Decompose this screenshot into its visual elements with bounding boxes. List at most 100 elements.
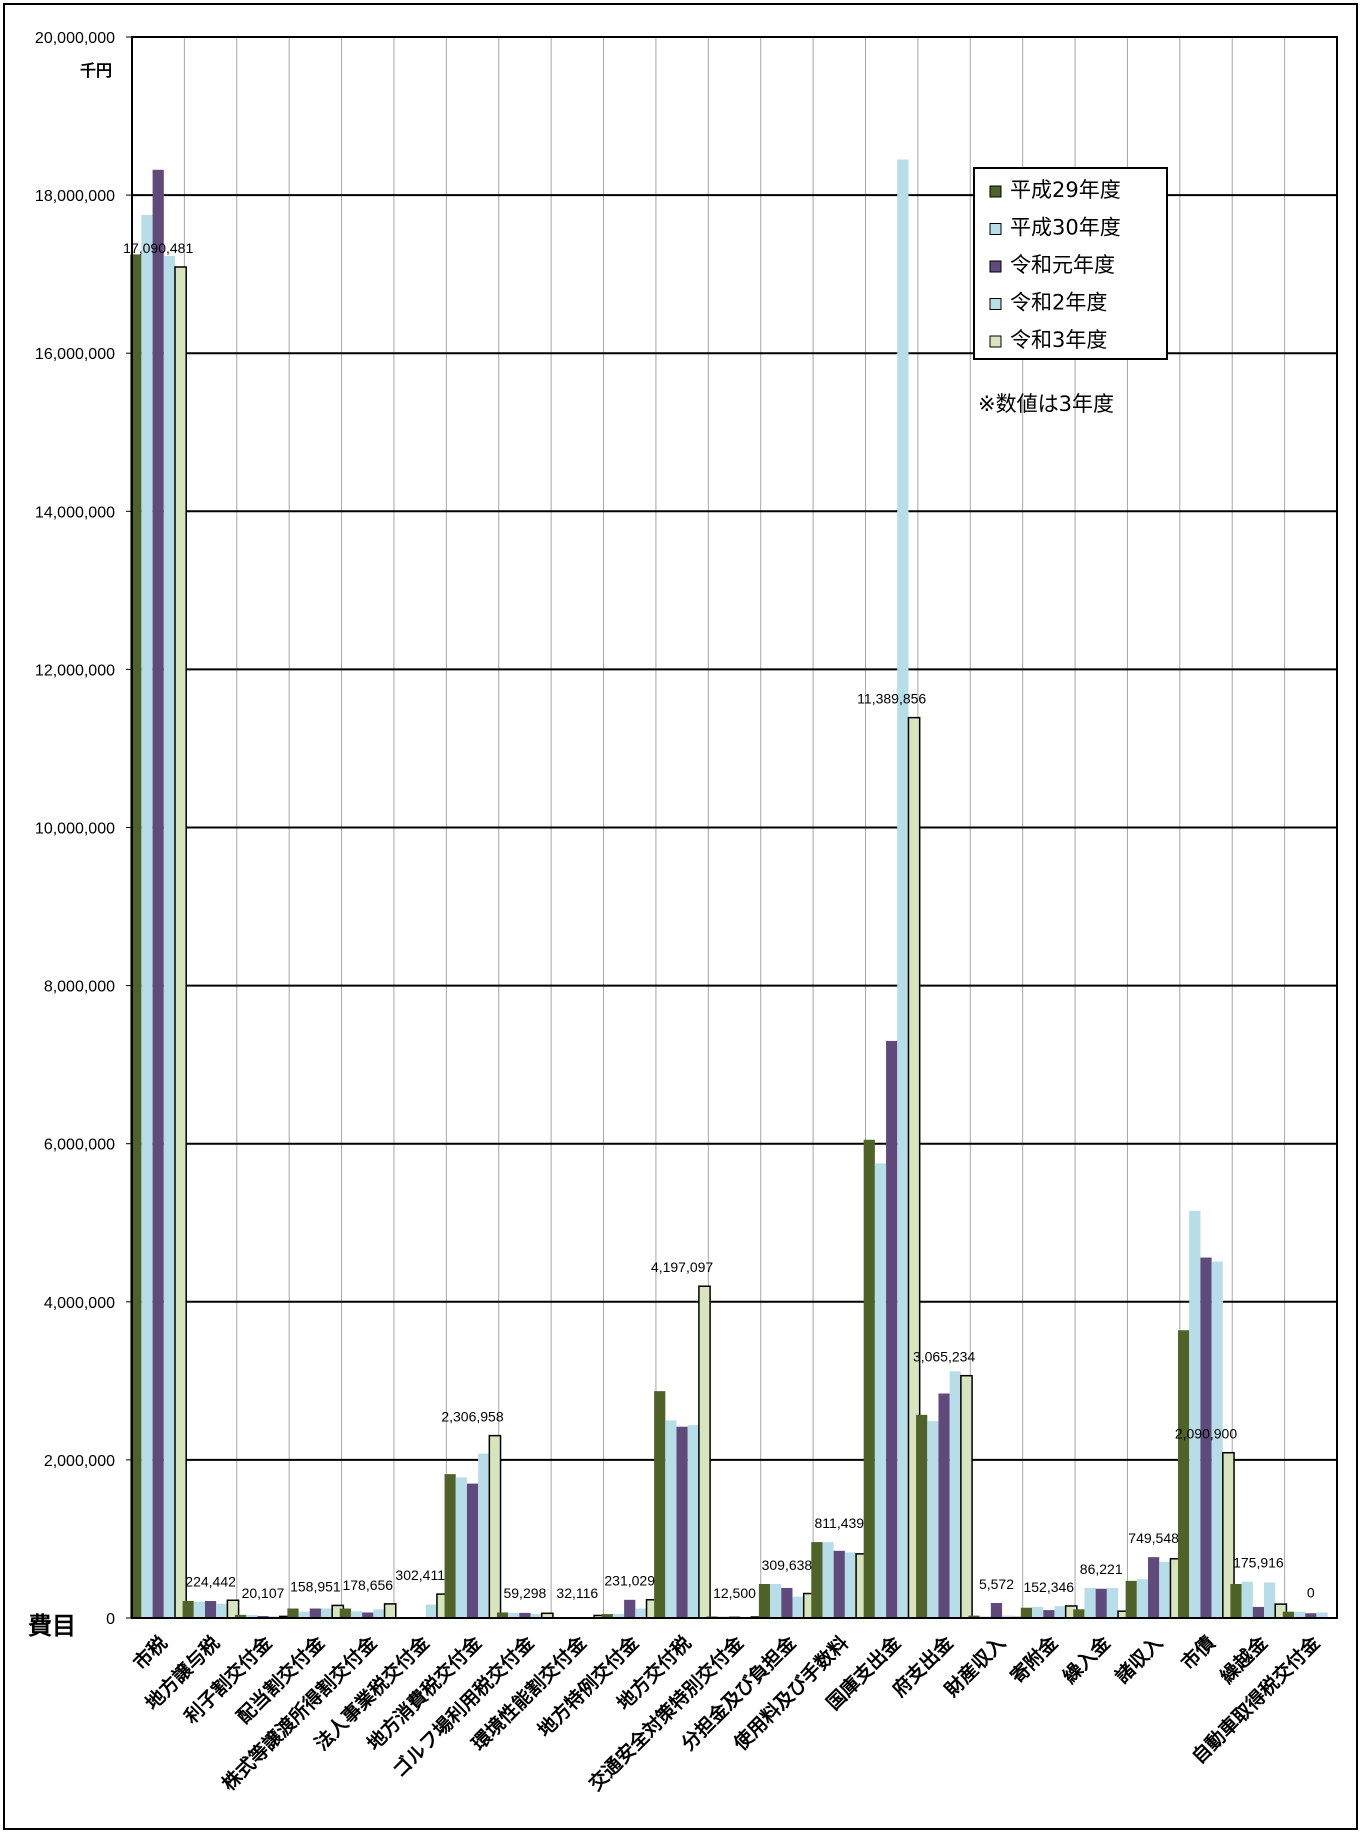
- data-label: 175,916: [1233, 1555, 1284, 1571]
- legend-label: 令和2年度: [1010, 291, 1107, 315]
- bar: [844, 1552, 857, 1618]
- legend-swatch: [989, 260, 1002, 273]
- data-labels: 17,090,481 224,442 20,107 158,951 178,656302…: [123, 240, 1315, 1601]
- data-label: 59,298: [503, 1585, 546, 1601]
- x-category-label: 市税: [129, 1631, 172, 1674]
- bar: [990, 1602, 1003, 1618]
- bar: [968, 1615, 980, 1618]
- data-label: 178,656: [342, 1577, 393, 1593]
- bar: [1200, 1257, 1212, 1618]
- bar: [478, 1453, 490, 1618]
- bar: [960, 1374, 973, 1619]
- bar: [758, 1584, 771, 1618]
- bar: [246, 1615, 258, 1618]
- bar: [1264, 1582, 1276, 1618]
- y-tick-label: 20,000,000: [35, 30, 115, 47]
- bar: [141, 214, 153, 1619]
- bar: [1316, 1612, 1328, 1618]
- data-label: 231,029: [604, 1573, 655, 1589]
- bar: [1125, 1580, 1137, 1618]
- bar: [949, 1371, 961, 1618]
- bar: [1136, 1579, 1149, 1618]
- bar: [916, 1414, 928, 1618]
- gridlines: [132, 36, 1337, 1619]
- bar: [455, 1477, 467, 1618]
- bar: [863, 1139, 875, 1618]
- data-label: 17,090,481: [123, 240, 193, 256]
- y-tick-label: 14,000,000: [35, 504, 115, 521]
- legend-label: 平成29年度: [1010, 178, 1121, 202]
- bar: [1095, 1588, 1107, 1618]
- bar: [1106, 1587, 1119, 1618]
- y-tick-label: 10,000,000: [35, 821, 115, 838]
- x-category-label: 市債: [1176, 1631, 1219, 1674]
- bar: [530, 1614, 542, 1618]
- bar: [1020, 1607, 1033, 1618]
- bar: [1189, 1210, 1201, 1618]
- bar: [152, 169, 164, 1618]
- data-label: 4,197,097: [651, 1259, 713, 1275]
- x-category-label: 寄附金: [1006, 1631, 1063, 1688]
- bar: [298, 1611, 310, 1618]
- bar: [654, 1391, 666, 1618]
- bar: [687, 1425, 699, 1618]
- data-label: 5,572: [979, 1576, 1014, 1592]
- data-label: 224,442: [185, 1573, 236, 1589]
- bar: [1002, 1615, 1014, 1618]
- bar: [665, 1420, 677, 1619]
- bar: [425, 1604, 437, 1618]
- bar: [897, 159, 909, 1618]
- bars: [130, 159, 1328, 1619]
- legend-label: 平成30年度: [1010, 216, 1121, 240]
- data-label: 0: [1307, 1585, 1315, 1601]
- bar: [204, 1601, 217, 1618]
- bar: [130, 254, 142, 1618]
- bar: [1178, 1330, 1190, 1618]
- data-label: 12,500: [713, 1585, 756, 1601]
- data-label: 11,389,856: [857, 691, 926, 707]
- bar: [635, 1608, 647, 1618]
- y-tick-label: 12,000,000: [35, 662, 115, 679]
- bar: [320, 1608, 333, 1618]
- data-label: 2,090,900: [1175, 1426, 1237, 1442]
- data-label: 811,439: [815, 1515, 865, 1531]
- bar: [1305, 1613, 1317, 1618]
- bar: [874, 1163, 887, 1618]
- bar: [508, 1612, 520, 1618]
- bar: [1054, 1606, 1066, 1618]
- data-label: 20,107: [242, 1585, 285, 1601]
- bar: [938, 1393, 950, 1618]
- bar: [383, 1603, 397, 1619]
- data-label: 2,306,958: [441, 1409, 503, 1425]
- x-category-label: 繰入金: [1058, 1631, 1115, 1688]
- bar: [373, 1609, 385, 1618]
- chart-frame: [3, 3, 1358, 1830]
- bar: [676, 1426, 688, 1618]
- bar: [1073, 1609, 1085, 1618]
- bar: [1084, 1587, 1096, 1618]
- bar: [1294, 1611, 1306, 1618]
- bar: [612, 1614, 625, 1618]
- bar: [1032, 1606, 1044, 1618]
- data-label: 302,411: [395, 1567, 445, 1583]
- legend-label: 令和3年度: [1010, 328, 1107, 352]
- bar: [833, 1550, 845, 1618]
- bar: [519, 1612, 531, 1618]
- bar: [287, 1608, 299, 1618]
- bar: [1211, 1261, 1223, 1618]
- bar: [466, 1483, 479, 1618]
- bar: [309, 1608, 321, 1618]
- bar: [1252, 1606, 1265, 1618]
- bar: [1282, 1611, 1294, 1618]
- data-label: 86,221: [1080, 1561, 1123, 1577]
- bar: [444, 1474, 456, 1618]
- plot-area-border: [131, 36, 1338, 1619]
- legend-swatch: [989, 298, 1002, 310]
- legend-swatch: [989, 185, 1002, 198]
- bar: [1148, 1557, 1160, 1618]
- bar: [1159, 1561, 1171, 1618]
- bar: [822, 1542, 834, 1618]
- y-tick-label: 18,000,000: [35, 188, 115, 205]
